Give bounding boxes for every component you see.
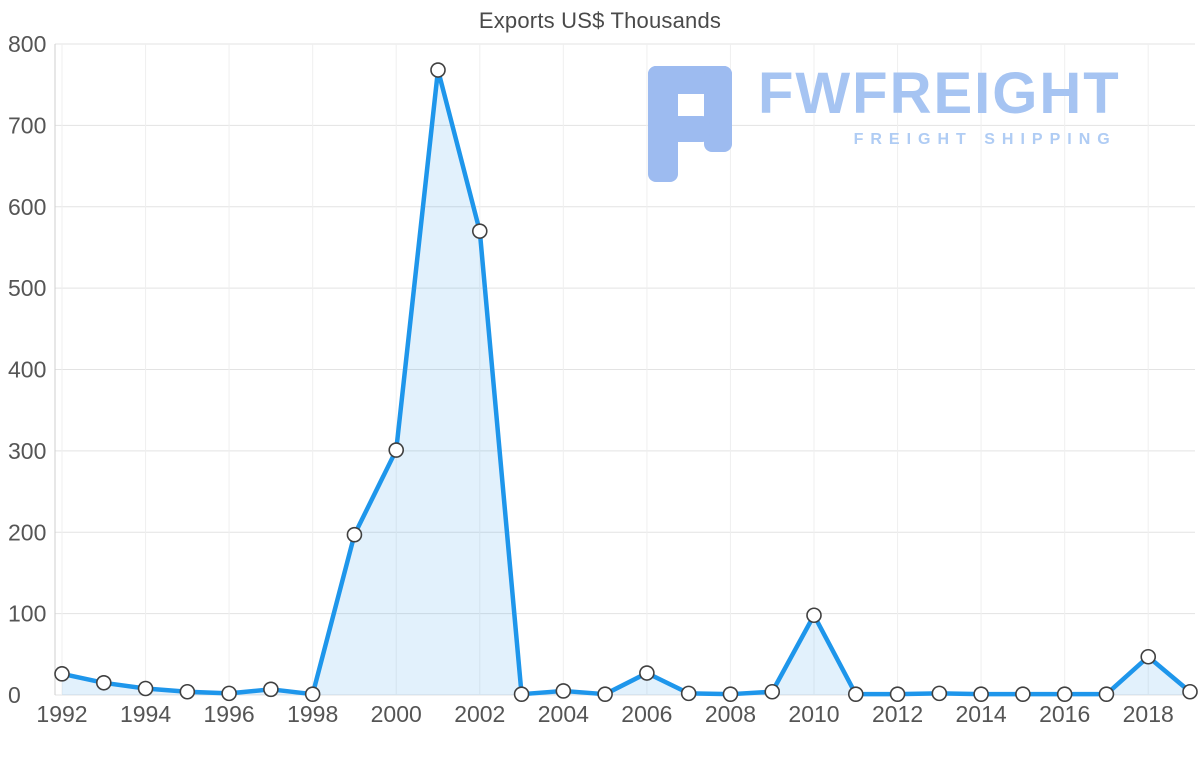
data-point	[221, 685, 237, 702]
y-tick-label: 300	[8, 438, 46, 464]
data-point	[263, 681, 279, 698]
x-tick-label: 2004	[538, 701, 589, 727]
fwfreight-logo-icon	[648, 66, 732, 182]
y-tick-label: 700	[8, 112, 46, 138]
data-point	[973, 686, 989, 702]
data-point	[1098, 686, 1115, 702]
chart-title: Exports US$ Thousands	[478, 8, 722, 33]
y-tick-label: 500	[8, 275, 46, 301]
data-point	[1140, 648, 1157, 665]
data-point	[889, 686, 906, 702]
x-tick-label: 2012	[872, 701, 923, 727]
data-point	[680, 685, 697, 702]
data-point	[1056, 686, 1073, 702]
x-tick-label: 1996	[204, 701, 255, 727]
x-tick-label: 1994	[120, 701, 171, 727]
data-point	[806, 607, 822, 624]
x-tick-label: 2000	[371, 701, 422, 727]
x-tick-label: 2002	[454, 701, 505, 727]
x-tick-label: 2010	[788, 701, 839, 727]
data-point	[471, 223, 488, 239]
data-point	[388, 442, 405, 458]
y-tick-label: 200	[8, 519, 46, 545]
data-point	[95, 674, 112, 691]
data-point	[513, 686, 530, 702]
brand-logo: FWFREIGHT FREIGHT SHIPPING	[646, 61, 1121, 184]
data-point	[931, 685, 948, 702]
y-tick-label: 600	[8, 194, 46, 220]
data-point	[764, 683, 781, 700]
data-point	[54, 666, 70, 682]
data-point	[179, 683, 196, 700]
brand-name: FWFREIGHT	[758, 61, 1121, 126]
data-point	[430, 62, 446, 78]
data-point	[722, 686, 739, 702]
data-point	[346, 526, 363, 543]
x-tick-label: 1998	[287, 701, 338, 727]
x-tick-label: 2008	[705, 701, 756, 727]
y-tick-label: 800	[8, 31, 46, 57]
x-tick-label: 2016	[1039, 701, 1090, 727]
data-point	[847, 686, 864, 702]
series-line	[59, 67, 1193, 697]
data-point	[597, 686, 613, 702]
data-point	[555, 683, 572, 699]
y-tick-label: 400	[8, 357, 46, 383]
data-point	[639, 665, 655, 681]
data-point	[1015, 686, 1031, 702]
x-tick-label: 2018	[1123, 701, 1174, 727]
y-tick-label: 0	[8, 682, 21, 708]
x-tick-label: 2006	[621, 701, 672, 727]
x-tick-label: 1992	[36, 701, 87, 727]
data-point	[1182, 683, 1198, 700]
brand-tagline: FREIGHT SHIPPING	[853, 130, 1117, 148]
data-point	[137, 680, 154, 697]
data-point	[304, 686, 321, 702]
x-tick-label: 2014	[956, 701, 1007, 727]
y-tick-label: 100	[8, 601, 46, 627]
